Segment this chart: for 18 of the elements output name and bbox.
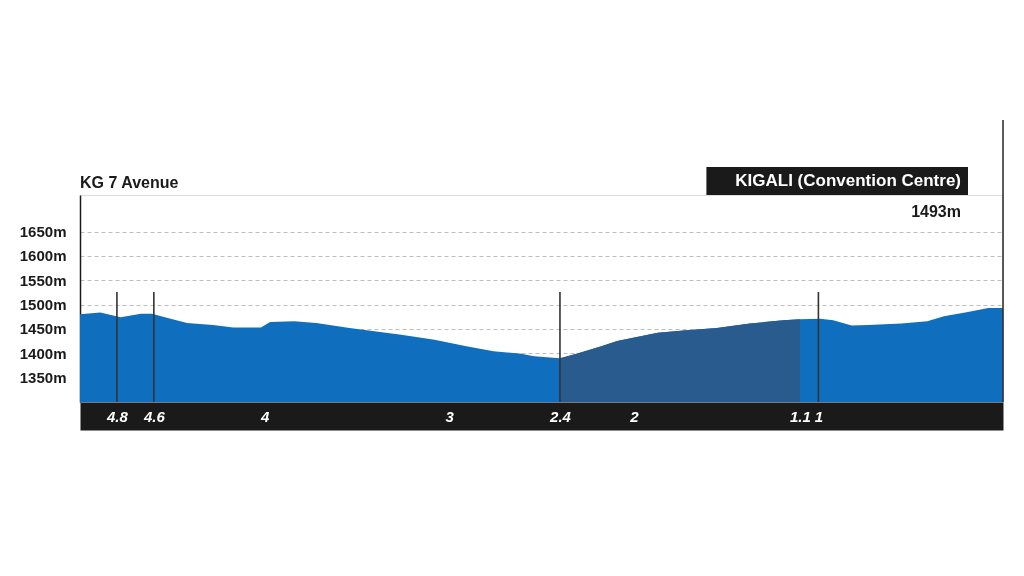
text: KIGALI (Convention Centre) <box>735 171 961 190</box>
annotation: 1493m <box>911 203 961 220</box>
y-tick-label: 1550m <box>19 271 67 289</box>
x-tick-label: 2 <box>629 407 640 425</box>
y-tick-label: 1650m <box>19 223 67 241</box>
y-tick-label: 1400m <box>19 344 67 362</box>
y-tick-label: 1600m <box>19 247 67 265</box>
x-tick-label: 2.4 <box>549 407 572 425</box>
y-tick-label: 1500m <box>19 296 67 314</box>
x-tick-label: 4.8 <box>105 407 129 425</box>
x-tick-label: 4.6 <box>142 407 166 425</box>
x-tick-label: 1 <box>814 407 824 425</box>
x-tick-label: 3 <box>445 407 455 425</box>
text: KG 7 Avenue <box>80 174 179 191</box>
x-tick-label: 4 <box>259 407 270 425</box>
y-tick-label: 1450m <box>19 320 67 338</box>
x-tick-label: 1.1 <box>790 407 811 425</box>
y-tick-label: 1350m <box>19 369 67 387</box>
